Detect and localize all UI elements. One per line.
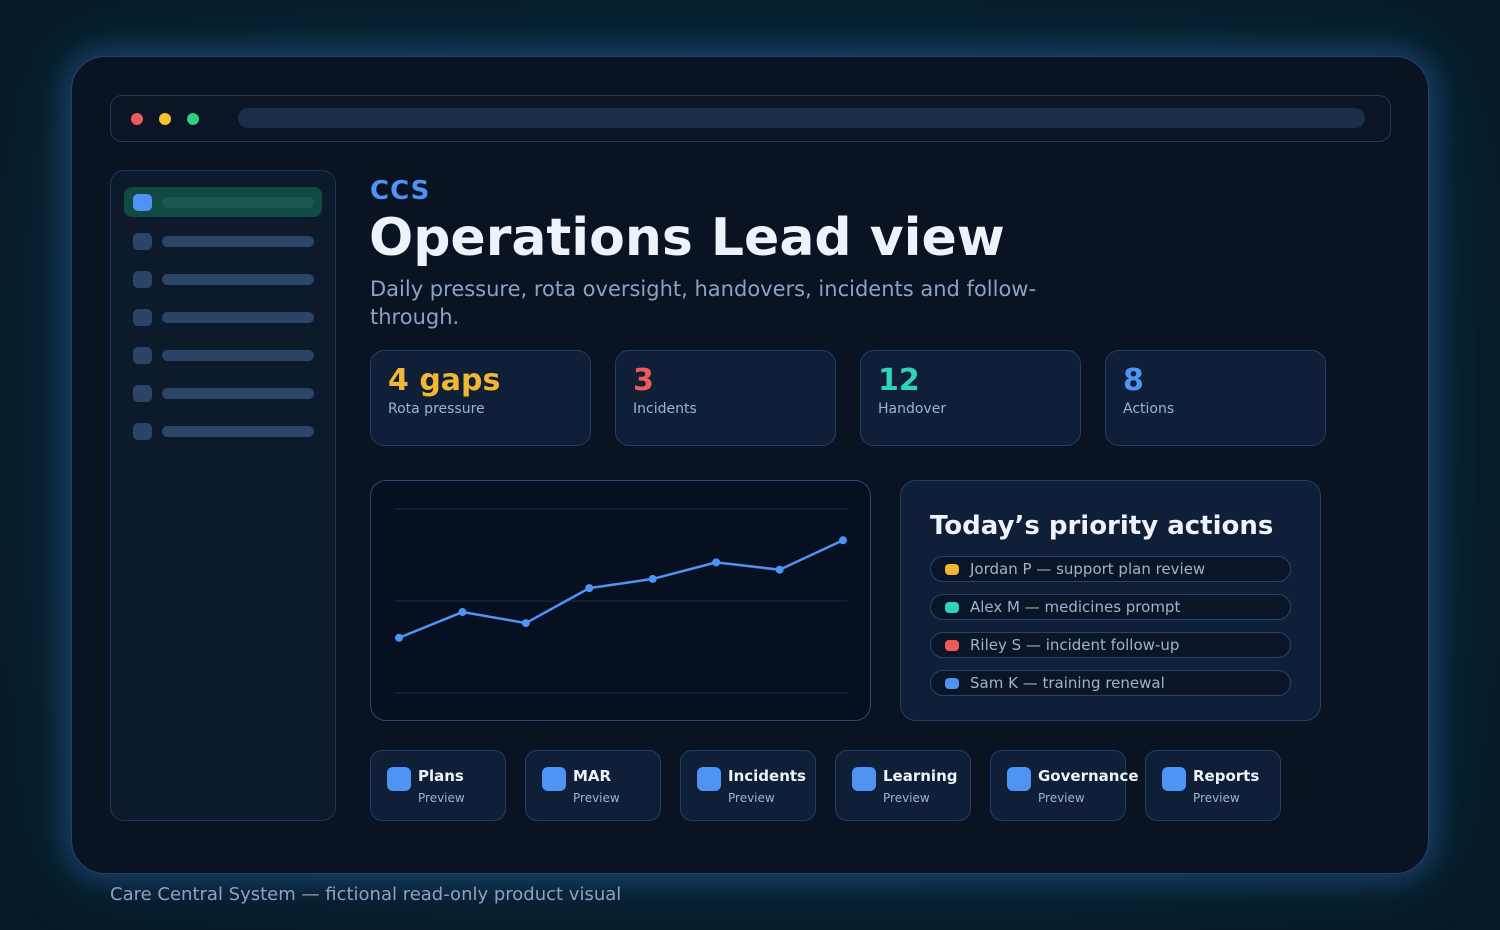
- nav-label-placeholder: [162, 274, 314, 285]
- tile-governance[interactable]: Governance Preview: [990, 750, 1139, 821]
- priority-action-text: Jordan P — support plan review: [970, 560, 1206, 578]
- priority-action-text: Sam K — training renewal: [970, 674, 1165, 692]
- tile-sub: Preview: [418, 791, 465, 805]
- nav-label-placeholder: [162, 236, 314, 247]
- stat-card-incidents[interactable]: 3 Incidents: [615, 350, 836, 446]
- stat-card-rota[interactable]: 4 gaps Rota pressure: [370, 350, 591, 446]
- nav-label-placeholder: [162, 312, 314, 323]
- browser-toolbar: [110, 95, 1391, 142]
- plans-icon: [387, 767, 411, 791]
- priority-action-text: Alex M — medicines prompt: [970, 598, 1181, 616]
- stat-value: 8: [1123, 363, 1144, 398]
- sidebar-item-active[interactable]: [124, 187, 322, 217]
- tile-plans[interactable]: Plans Preview: [370, 750, 506, 821]
- reports-icon: [1162, 767, 1186, 791]
- priority-actions-panel: Today’s priority actions Jordan P — supp…: [900, 480, 1321, 721]
- learning-icon: [852, 767, 876, 791]
- trend-chart-svg: [395, 508, 847, 694]
- sidebar-item[interactable]: [124, 226, 322, 256]
- chart-point[interactable]: [585, 584, 594, 593]
- tile-mar[interactable]: MAR Preview: [525, 750, 661, 821]
- nav-label-placeholder: [162, 426, 314, 437]
- tile-name: Incidents: [728, 767, 806, 785]
- page-title: Operations Lead view: [369, 208, 1005, 268]
- nav-icon: [133, 423, 152, 440]
- priority-action-item[interactable]: Riley S — incident follow-up: [930, 632, 1291, 658]
- nav-icon: [133, 385, 152, 402]
- chart-point[interactable]: [839, 536, 847, 545]
- chart-point[interactable]: [395, 633, 403, 642]
- nav-icon: [133, 194, 152, 211]
- tile-name: Learning: [883, 767, 958, 785]
- brand-label: CCS: [370, 176, 431, 206]
- priority-action-item[interactable]: Sam K — training renewal: [930, 670, 1291, 696]
- sidebar-item[interactable]: [124, 302, 322, 332]
- priority-action-item[interactable]: Alex M — medicines prompt: [930, 594, 1291, 620]
- priority-actions-title: Today’s priority actions: [930, 511, 1274, 541]
- address-bar[interactable]: [238, 108, 1365, 128]
- tile-name: Plans: [418, 767, 464, 785]
- nav-icon: [133, 271, 152, 288]
- tile-sub: Preview: [728, 791, 775, 805]
- sidebar-item[interactable]: [124, 378, 322, 408]
- tile-incidents[interactable]: Incidents Preview: [680, 750, 816, 821]
- tile-sub: Preview: [573, 791, 620, 805]
- stat-label: Actions: [1123, 401, 1175, 417]
- tile-name: MAR: [573, 767, 612, 785]
- nav-label-placeholder: [162, 388, 314, 399]
- sidebar-item[interactable]: [124, 264, 322, 294]
- nav-icon: [133, 233, 152, 250]
- status-dot-icon: [945, 602, 959, 613]
- footer-caption: Care Central System — fictional read-onl…: [110, 884, 622, 905]
- status-dot-icon: [945, 564, 959, 575]
- sidebar: [110, 170, 336, 821]
- tile-name: Governance: [1038, 767, 1139, 785]
- tile-sub: Preview: [1038, 791, 1085, 805]
- tile-name: Reports: [1193, 767, 1260, 785]
- chart-point[interactable]: [648, 574, 657, 583]
- mar-icon: [542, 767, 566, 791]
- chart-series-line: [398, 539, 844, 639]
- stat-value: 12: [878, 363, 920, 398]
- sidebar-item[interactable]: [124, 416, 322, 446]
- window-close-dot[interactable]: [131, 113, 143, 125]
- nav-icon: [133, 309, 152, 326]
- chart-point[interactable]: [775, 565, 784, 574]
- tile-learning[interactable]: Learning Preview: [835, 750, 971, 821]
- window-maximize-dot[interactable]: [187, 113, 199, 125]
- status-dot-icon: [945, 640, 959, 651]
- tile-reports[interactable]: Reports Preview: [1145, 750, 1281, 821]
- nav-label-placeholder: [162, 350, 314, 361]
- stat-card-actions[interactable]: 8 Actions: [1105, 350, 1326, 446]
- status-dot-icon: [945, 678, 959, 689]
- window-minimize-dot[interactable]: [159, 113, 171, 125]
- stat-label: Incidents: [633, 401, 697, 417]
- nav-label-placeholder: [162, 197, 314, 208]
- chart-point[interactable]: [521, 619, 530, 628]
- page-subtitle: Daily pressure, rota oversight, handover…: [370, 277, 1037, 329]
- tile-sub: Preview: [1193, 791, 1240, 805]
- stat-label: Rota pressure: [388, 401, 485, 417]
- trend-chart: [370, 480, 871, 721]
- stat-value: 3: [633, 363, 654, 398]
- stat-value: 4 gaps: [388, 363, 501, 398]
- chart-point[interactable]: [712, 558, 721, 567]
- sidebar-item[interactable]: [124, 340, 322, 370]
- governance-icon: [1007, 767, 1031, 791]
- priority-action-item[interactable]: Jordan P — support plan review: [930, 556, 1291, 582]
- priority-action-text: Riley S — incident follow-up: [970, 636, 1180, 654]
- stat-card-handover[interactable]: 12 Handover: [860, 350, 1081, 446]
- chart-point[interactable]: [458, 608, 467, 617]
- tile-sub: Preview: [883, 791, 930, 805]
- stat-label: Handover: [878, 401, 947, 417]
- incidents-icon: [697, 767, 721, 791]
- nav-icon: [133, 347, 152, 364]
